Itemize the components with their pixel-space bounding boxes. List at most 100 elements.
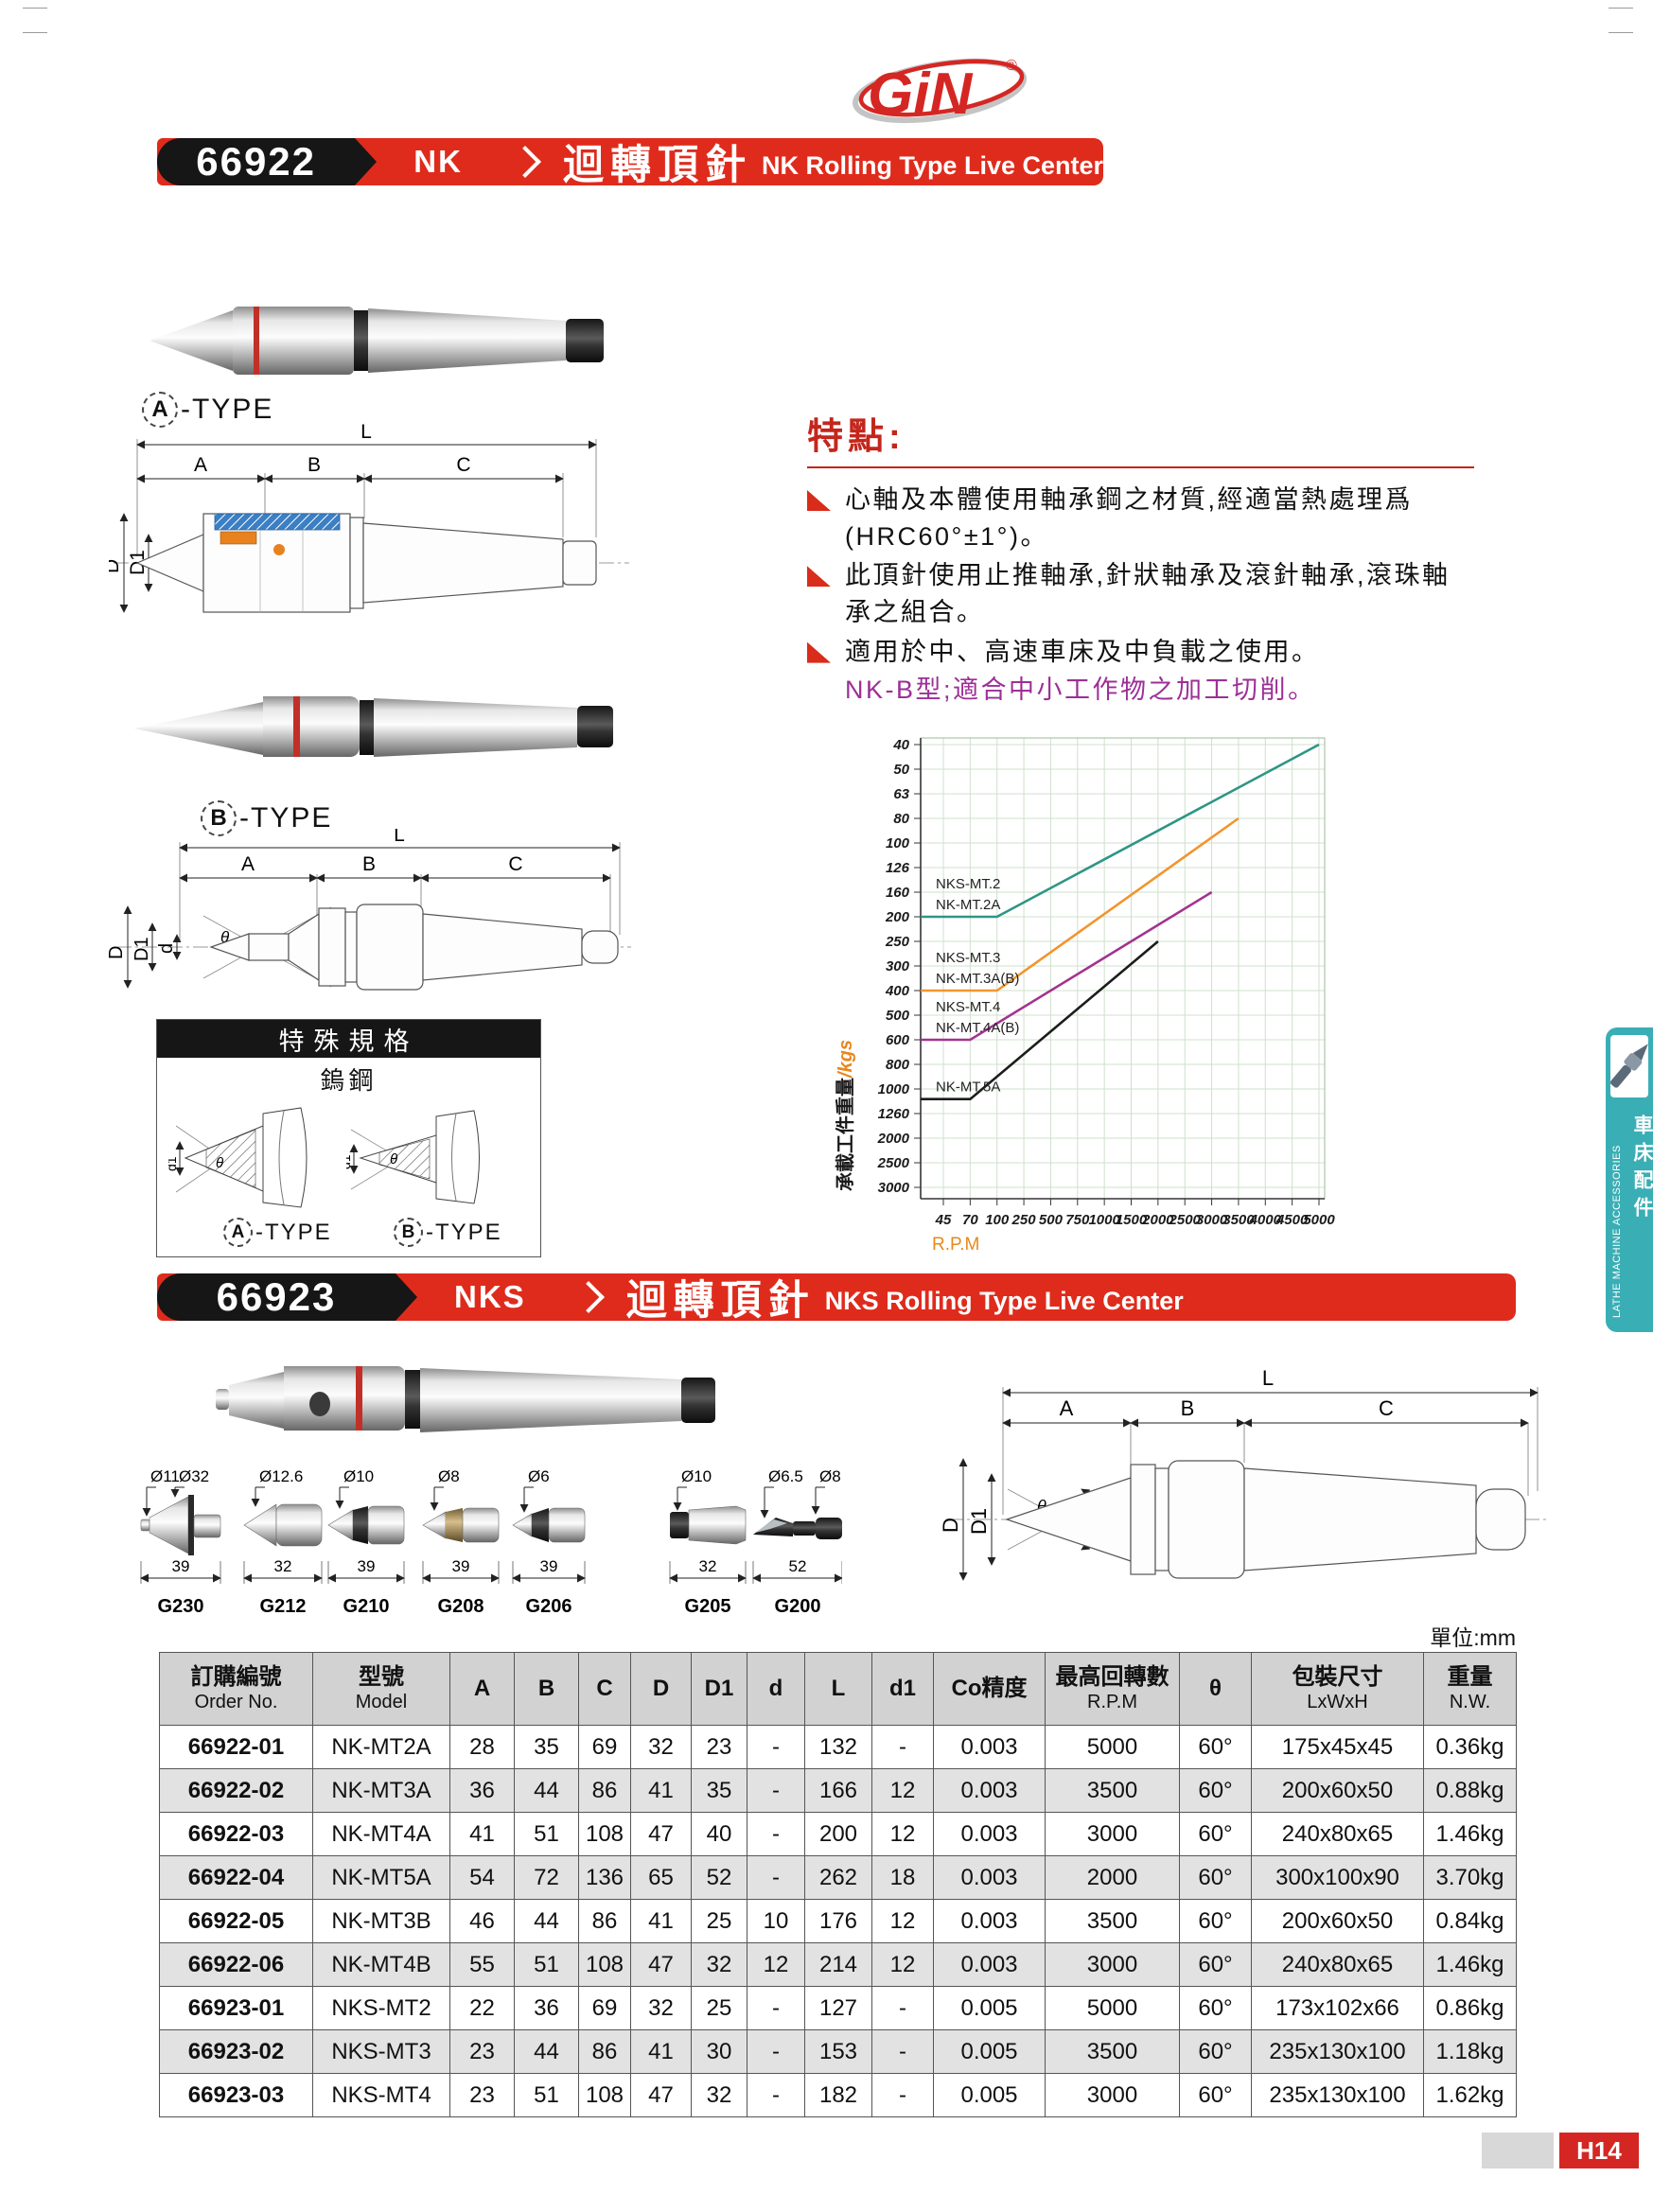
special-b-type-label: B -TYPE	[394, 1218, 502, 1247]
spec-cell: 32	[691, 2073, 747, 2117]
spec-cell: -	[871, 2029, 934, 2074]
spec-cell: 23	[449, 2073, 515, 2117]
svg-text:G205: G205	[685, 1596, 731, 1617]
svg-text:45: 45	[935, 1212, 952, 1228]
spec-cell: 0.003	[933, 1725, 1046, 1769]
spec-cell: 10	[747, 1899, 805, 1943]
svg-text:θ: θ	[220, 928, 230, 946]
spec-cell: 51	[514, 1942, 579, 1987]
svg-text:B: B	[362, 853, 376, 875]
svg-text:NK-MT.3A(B): NK-MT.3A(B)	[936, 971, 1019, 987]
svg-text:4500: 4500	[1275, 1212, 1309, 1228]
spec-cell: 0.005	[933, 2073, 1046, 2117]
spec-cell: 44	[514, 1768, 579, 1813]
spec-cell: 44	[514, 1899, 579, 1943]
svg-text:A: A	[194, 454, 207, 476]
spec-cell: 18	[871, 1855, 934, 1900]
table-row: 66922-03 NK-MT4A 41 51 108 47 40-200 12 0.003 300…	[159, 1812, 1517, 1856]
svg-text:2000: 2000	[1141, 1212, 1174, 1228]
svg-text:Ø12.6: Ø12.6	[259, 1467, 303, 1485]
logo-reg-mark: ®	[1006, 58, 1017, 74]
svg-text:D1: D1	[967, 1508, 991, 1535]
svg-text:NKS-MT.3: NKS-MT.3	[936, 950, 1000, 966]
special-a-type-label: A -TYPE	[223, 1218, 332, 1247]
spec-cell: 240x80x65	[1251, 1942, 1424, 1987]
svg-text:L: L	[394, 829, 405, 846]
spec-cell: NKS-MT3	[312, 2029, 450, 2074]
section-banner-66922: 66922 NK 迴轉頂針 NK Rolling Type Live Cente…	[157, 138, 1103, 188]
load-capacity-chart: 40 50 63 80 100 126 160 200 250 300 400 500 600 800 10…	[823, 721, 1339, 1255]
svg-text:Ø8: Ø8	[438, 1467, 460, 1485]
spec-cell: 108	[578, 1812, 631, 1856]
svg-text:750: 750	[1065, 1212, 1090, 1228]
svg-text:G212: G212	[260, 1596, 307, 1617]
type-suffix: -TYPE	[255, 1219, 332, 1245]
svg-text:G210: G210	[343, 1596, 390, 1617]
svg-text:C: C	[456, 454, 470, 476]
order-no-cell: 66922-06	[159, 1942, 313, 1987]
svg-text:52: 52	[789, 1557, 807, 1575]
spec-cell: NK-MT3B	[312, 1899, 450, 1943]
spec-cell: 0.86kg	[1423, 1986, 1517, 2030]
spec-cell: 86	[578, 2029, 631, 2074]
order-no-cell: 66923-02	[159, 2029, 313, 2074]
banner-code-box: 66923	[157, 1273, 417, 1321]
gin-logo: GiN ®	[847, 45, 1031, 135]
spec-cell: 72	[514, 1855, 579, 1900]
svg-text:NKS-MT.4: NKS-MT.4	[936, 999, 1000, 1015]
svg-text:Ø32: Ø32	[179, 1467, 209, 1485]
spec-cell: 25	[691, 1986, 747, 2030]
svg-text:400: 400	[885, 983, 910, 999]
spec-cell: 65	[630, 1855, 692, 1900]
svg-text:39: 39	[172, 1557, 190, 1575]
special-a-type-drawing: d1 θ	[164, 1099, 343, 1222]
table-row: 66922-06 NK-MT4B 55 51 108 47 32 12 214 12 0.003 30…	[159, 1942, 1517, 1987]
svg-text:G230: G230	[158, 1596, 204, 1617]
crop-mark	[1609, 8, 1633, 9]
svg-text:G206: G206	[526, 1596, 572, 1617]
features-heading: 特點:	[807, 417, 906, 457]
svg-text:Ø8: Ø8	[819, 1467, 841, 1485]
nk-b-type-drawing: L A B C D D1 d θ	[106, 824, 639, 1030]
spec-cell: -	[747, 1855, 805, 1900]
crop-mark	[1609, 32, 1633, 33]
spec-cell: NKS-MT2	[312, 1986, 450, 2030]
svg-text:NKS-MT.2: NKS-MT.2	[936, 876, 1000, 892]
svg-text:4000: 4000	[1249, 1212, 1282, 1228]
spec-cell: -	[747, 2073, 805, 2117]
banner-title-en: NKS Rolling Type Live Center	[824, 1287, 1184, 1315]
type-suffix: -TYPE	[181, 394, 274, 425]
svg-text:3500: 3500	[1222, 1212, 1255, 1228]
svg-text:50: 50	[893, 762, 909, 778]
spec-cell: 200	[804, 1812, 872, 1856]
features-underline	[807, 466, 1474, 468]
spec-cell: 200x60x50	[1251, 1768, 1424, 1813]
spec-cell: 0.003	[933, 1942, 1046, 1987]
spec-cell: 30	[691, 2029, 747, 2074]
nks-photo	[189, 1342, 747, 1460]
spec-cell: 60°	[1179, 2073, 1252, 2117]
spec-cell: 0.84kg	[1423, 1899, 1517, 1943]
table-row: 66923-01 NKS-MT2 22 36 69 32 25-127-0.005 5000 6…	[159, 1986, 1517, 2030]
spec-cell: 60°	[1179, 1725, 1252, 1769]
svg-text:1260: 1260	[878, 1106, 910, 1122]
svg-text:NK-MT.4A(B): NK-MT.4A(B)	[936, 1020, 1019, 1036]
feature-item: 心軸及本體使用軸承鋼之材質,經適當熱處理爲(HRC60°±1°)。	[807, 482, 1474, 555]
spec-cell: NK-MT4A	[312, 1812, 450, 1856]
side-tab-lathe-accessories[interactable]: LATHE MACHINE ACCESSORIES 車床配件	[1606, 1027, 1653, 1332]
spec-cell: 41	[449, 1812, 515, 1856]
svg-text:G200: G200	[775, 1596, 821, 1617]
svg-text:D: D	[109, 559, 123, 573]
svg-text:600: 600	[886, 1032, 910, 1048]
spec-cell: 60°	[1179, 1812, 1252, 1856]
svg-text:d: d	[156, 943, 177, 954]
svg-text:32: 32	[274, 1557, 292, 1575]
svg-text:L: L	[360, 424, 372, 443]
svg-text:d1: d1	[346, 1154, 353, 1169]
svg-text:160: 160	[886, 885, 910, 901]
spec-cell: 5000	[1045, 1986, 1180, 2030]
tip-G212: Ø12.6 32 G212	[243, 1467, 323, 1617]
order-no-cell: 66922-01	[159, 1725, 313, 1769]
